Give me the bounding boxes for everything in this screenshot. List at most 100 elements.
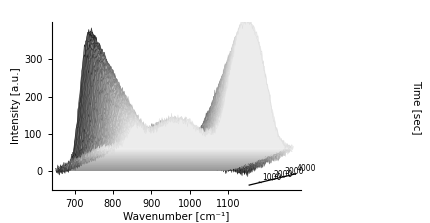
Polygon shape xyxy=(61,42,253,172)
Polygon shape xyxy=(101,16,293,154)
Polygon shape xyxy=(79,78,270,163)
Polygon shape xyxy=(85,68,276,163)
Polygon shape xyxy=(61,35,252,173)
Polygon shape xyxy=(87,60,280,161)
Polygon shape xyxy=(69,53,261,169)
Polygon shape xyxy=(84,72,276,161)
Polygon shape xyxy=(72,63,264,166)
Polygon shape xyxy=(92,47,283,159)
Polygon shape xyxy=(82,78,273,161)
Polygon shape xyxy=(58,34,250,176)
Polygon shape xyxy=(71,60,262,168)
Polygon shape xyxy=(85,67,277,161)
Polygon shape xyxy=(101,16,293,154)
Text: 1000: 1000 xyxy=(262,173,281,182)
Polygon shape xyxy=(99,24,291,155)
Polygon shape xyxy=(81,80,273,164)
Polygon shape xyxy=(60,37,252,171)
Polygon shape xyxy=(64,46,255,170)
Polygon shape xyxy=(100,20,292,153)
Polygon shape xyxy=(55,29,247,175)
Polygon shape xyxy=(63,44,255,172)
Text: Time [sec]: Time [sec] xyxy=(412,80,422,134)
Polygon shape xyxy=(67,53,259,170)
Polygon shape xyxy=(101,16,293,153)
Polygon shape xyxy=(90,52,282,157)
Polygon shape xyxy=(96,34,288,155)
Polygon shape xyxy=(74,66,266,167)
Polygon shape xyxy=(70,58,262,170)
Polygon shape xyxy=(68,53,260,168)
Polygon shape xyxy=(67,50,258,169)
Polygon shape xyxy=(92,47,283,159)
Polygon shape xyxy=(71,60,262,168)
Polygon shape xyxy=(70,58,262,170)
Polygon shape xyxy=(86,63,278,161)
Polygon shape xyxy=(94,41,286,156)
Polygon shape xyxy=(71,57,263,168)
Polygon shape xyxy=(66,50,258,170)
Polygon shape xyxy=(64,47,256,169)
Polygon shape xyxy=(59,37,252,173)
Polygon shape xyxy=(83,72,275,160)
Polygon shape xyxy=(57,35,249,177)
Polygon shape xyxy=(98,28,290,157)
Y-axis label: Intensity [a.u.]: Intensity [a.u.] xyxy=(11,68,22,144)
Polygon shape xyxy=(74,66,265,167)
Text: 3000: 3000 xyxy=(285,167,304,176)
Polygon shape xyxy=(57,33,249,176)
Polygon shape xyxy=(82,78,274,161)
Polygon shape xyxy=(72,64,264,167)
Polygon shape xyxy=(98,28,289,154)
Text: 4000: 4000 xyxy=(296,164,316,173)
Polygon shape xyxy=(67,53,259,170)
Polygon shape xyxy=(66,50,258,170)
Polygon shape xyxy=(81,80,273,164)
Polygon shape xyxy=(100,18,292,153)
Polygon shape xyxy=(65,47,257,170)
Polygon shape xyxy=(63,44,255,172)
Polygon shape xyxy=(74,66,265,167)
Polygon shape xyxy=(91,49,283,157)
Polygon shape xyxy=(75,67,267,165)
Polygon shape xyxy=(58,34,250,176)
Polygon shape xyxy=(97,31,289,155)
Polygon shape xyxy=(86,65,278,160)
Polygon shape xyxy=(93,41,285,158)
Polygon shape xyxy=(59,34,251,174)
Polygon shape xyxy=(61,42,253,172)
Polygon shape xyxy=(89,55,280,158)
Polygon shape xyxy=(92,44,284,156)
Polygon shape xyxy=(58,33,249,173)
Polygon shape xyxy=(87,63,279,161)
Polygon shape xyxy=(77,70,268,164)
Polygon shape xyxy=(89,54,281,157)
Polygon shape xyxy=(62,43,254,173)
Polygon shape xyxy=(95,34,288,154)
Polygon shape xyxy=(75,66,267,165)
Polygon shape xyxy=(93,42,285,157)
Polygon shape xyxy=(72,63,264,166)
Polygon shape xyxy=(90,53,282,160)
Polygon shape xyxy=(71,57,263,168)
Polygon shape xyxy=(80,74,272,163)
Polygon shape xyxy=(95,39,286,157)
Polygon shape xyxy=(100,18,292,153)
Polygon shape xyxy=(92,44,284,156)
X-axis label: Wavenumber [cm⁻¹]: Wavenumber [cm⁻¹] xyxy=(123,211,230,221)
Polygon shape xyxy=(95,39,286,157)
Polygon shape xyxy=(89,55,280,158)
Polygon shape xyxy=(93,41,285,158)
Polygon shape xyxy=(98,28,290,157)
Polygon shape xyxy=(75,66,267,165)
Polygon shape xyxy=(64,47,256,169)
Polygon shape xyxy=(79,78,271,162)
Polygon shape xyxy=(93,42,285,157)
Polygon shape xyxy=(78,72,270,164)
Polygon shape xyxy=(73,62,265,167)
Polygon shape xyxy=(88,57,280,161)
Polygon shape xyxy=(58,33,249,173)
Polygon shape xyxy=(85,67,277,161)
Polygon shape xyxy=(77,70,270,163)
Polygon shape xyxy=(99,24,291,155)
